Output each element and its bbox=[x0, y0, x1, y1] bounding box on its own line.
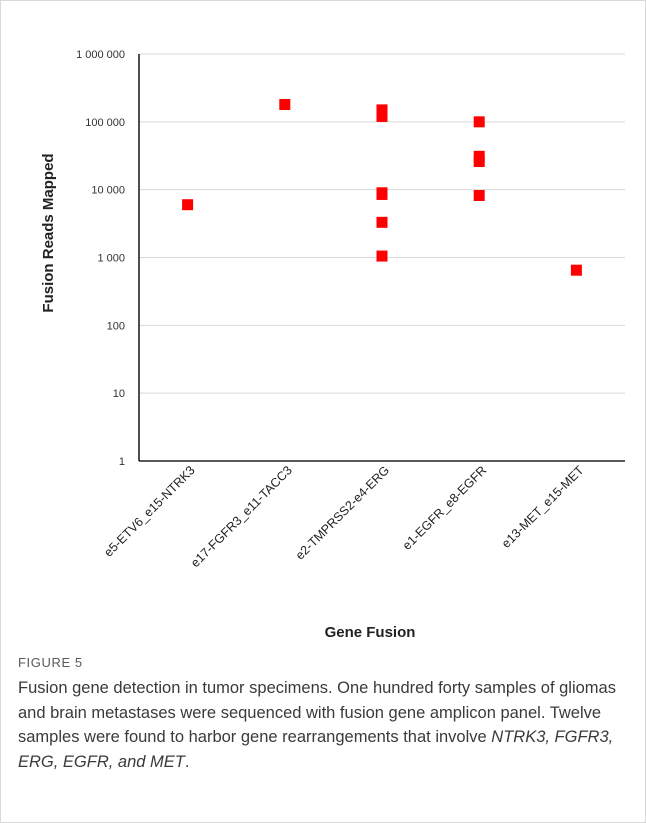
caption-text: Fusion gene detection in tumor specimens… bbox=[18, 676, 630, 774]
y-tick-label: 1 000 bbox=[97, 253, 125, 265]
data-point bbox=[473, 156, 485, 168]
chart: 1 000 000 100 000 10 000 1 000 100 10 1 e5-ETV… bbox=[40, 49, 625, 641]
x-tick-label: e1-EGFR_e8-EGFR bbox=[400, 463, 489, 552]
caption-text-end: . bbox=[184, 752, 190, 771]
x-tick-label: e5-ETV6_e15-NTRK3 bbox=[101, 463, 197, 559]
y-axis-title: Fusion Reads Mapped bbox=[40, 153, 57, 312]
data-point bbox=[376, 216, 388, 228]
figure-caption: FIGURE 5 Fusion gene detection in tumor … bbox=[18, 655, 630, 774]
data-point bbox=[182, 199, 194, 211]
data-point bbox=[376, 104, 388, 116]
x-tick-label: e17-FGFR3_e11-TACC3 bbox=[188, 463, 295, 570]
y-tick-labels: 1 000 000 100 000 10 000 1 000 100 10 1 bbox=[76, 49, 125, 468]
y-tick-label: 1 000 000 bbox=[76, 49, 125, 61]
data-point bbox=[279, 99, 291, 111]
data-point bbox=[376, 110, 388, 122]
data-point bbox=[376, 250, 388, 262]
figure-label: FIGURE 5 bbox=[18, 655, 83, 670]
data-point bbox=[570, 264, 582, 276]
gridlines bbox=[139, 53, 625, 394]
y-tick-label: 10 bbox=[113, 388, 125, 400]
x-tick-label: e13-MET_e15-MET bbox=[499, 463, 587, 551]
y-tick-label: 100 000 bbox=[85, 117, 125, 129]
y-tick-label: 1 bbox=[119, 456, 125, 468]
caption-text-main: Fusion gene detection in tumor specimens… bbox=[18, 679, 616, 746]
data-point bbox=[473, 190, 485, 202]
x-tick-label: e2-TMPRSS2-e4-ERG bbox=[293, 463, 392, 562]
data-point bbox=[376, 188, 388, 200]
data-points bbox=[182, 99, 582, 276]
data-point bbox=[473, 116, 485, 128]
x-tick-labels: e5-ETV6_e15-NTRK3e17-FGFR3_e11-TACC3e2-T… bbox=[101, 463, 586, 570]
y-tick-label: 10 000 bbox=[91, 185, 125, 197]
caption-gene-list: NTRK3, FGFR3, ERG, EGFR, and MET bbox=[18, 728, 614, 771]
y-tick-label: 100 bbox=[107, 320, 125, 332]
x-axis-title: Gene Fusion bbox=[325, 624, 416, 641]
